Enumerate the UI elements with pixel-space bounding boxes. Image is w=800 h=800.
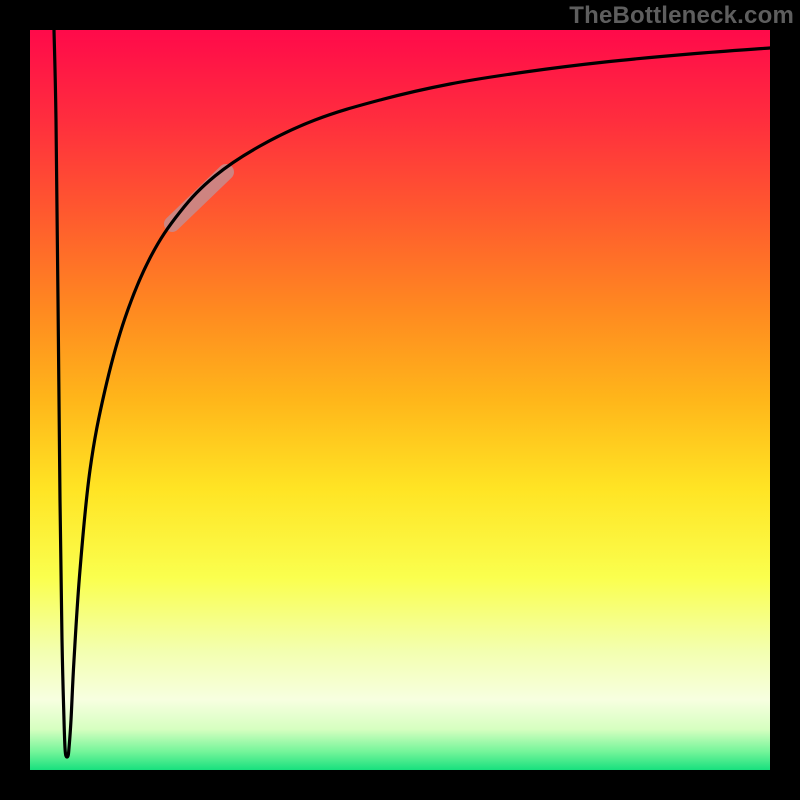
chart-svg bbox=[0, 0, 800, 800]
bottleneck-chart: TheBottleneck.com bbox=[0, 0, 800, 800]
watermark-text: TheBottleneck.com bbox=[569, 2, 794, 30]
chart-background-gradient bbox=[30, 30, 770, 770]
